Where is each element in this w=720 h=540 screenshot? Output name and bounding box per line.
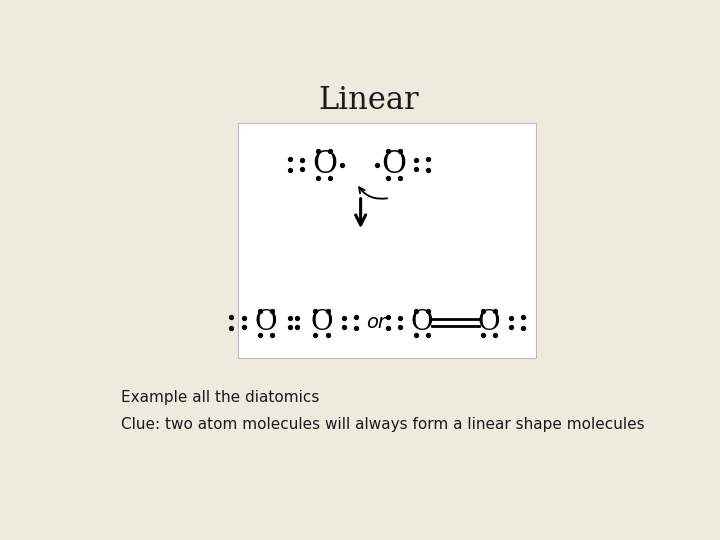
Text: or: or bbox=[366, 313, 386, 332]
Text: O: O bbox=[382, 149, 407, 180]
Text: O: O bbox=[410, 309, 433, 336]
Text: O: O bbox=[312, 149, 337, 180]
FancyBboxPatch shape bbox=[238, 123, 536, 358]
Text: O: O bbox=[310, 309, 333, 336]
Text: Clue: two atom molecules will always form a linear shape molecules: Clue: two atom molecules will always for… bbox=[121, 417, 644, 432]
Text: Linear: Linear bbox=[319, 85, 419, 116]
Text: O: O bbox=[254, 309, 277, 336]
Text: Example all the diatomics: Example all the diatomics bbox=[121, 390, 319, 405]
Text: O: O bbox=[477, 309, 500, 336]
